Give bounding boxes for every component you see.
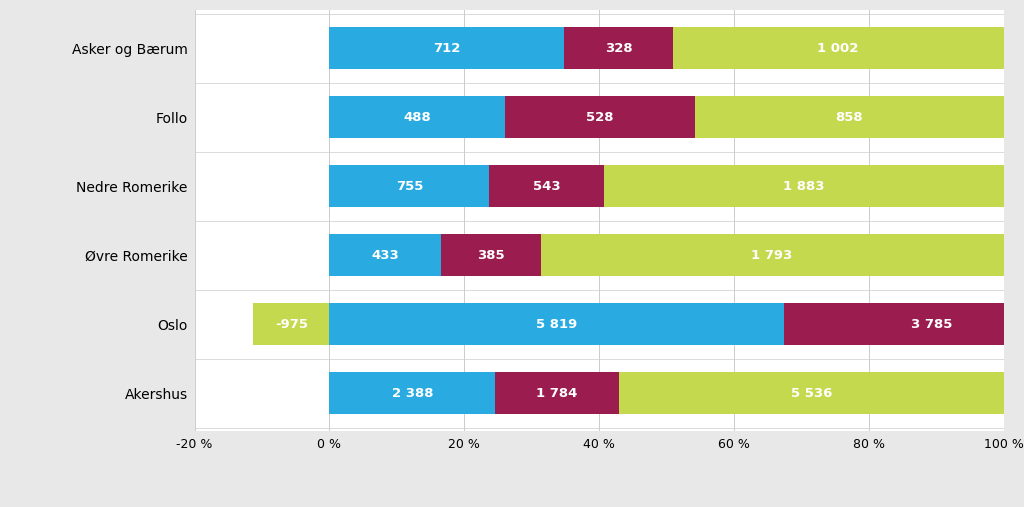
Bar [496,372,620,414]
Bar [489,165,604,207]
Text: 755: 755 [395,179,423,193]
Bar [330,27,564,69]
Text: -975: -975 [274,317,308,331]
Bar [505,96,695,138]
Bar [673,27,1004,69]
Text: 328: 328 [605,42,633,55]
Bar [330,96,505,138]
Bar [564,27,673,69]
Text: 385: 385 [477,248,505,262]
Text: 712: 712 [433,42,461,55]
Text: 5 536: 5 536 [791,386,831,400]
Bar [330,372,496,414]
Bar [620,372,1004,414]
Bar [330,303,784,345]
Bar [330,234,441,276]
Bar [330,165,489,207]
Bar [441,234,541,276]
Bar [695,96,1004,138]
Bar [604,165,1004,207]
Bar [541,234,1004,276]
Text: 1 793: 1 793 [752,248,793,262]
Text: 1 784: 1 784 [537,386,578,400]
Text: 858: 858 [836,111,863,124]
Text: 1 883: 1 883 [783,179,824,193]
Text: 528: 528 [586,111,613,124]
Text: 543: 543 [534,179,561,193]
Text: 488: 488 [403,111,431,124]
Text: 3 785: 3 785 [911,317,952,331]
Bar [784,303,1024,345]
Text: 2 388: 2 388 [391,386,433,400]
Text: 433: 433 [372,248,399,262]
Text: 1 002: 1 002 [817,42,859,55]
Bar [253,303,330,345]
Text: 5 819: 5 819 [536,317,578,331]
